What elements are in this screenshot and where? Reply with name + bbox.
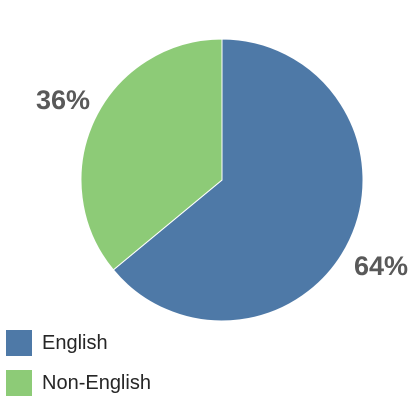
pie-svg bbox=[80, 38, 364, 322]
pie-slice-english bbox=[112, 38, 364, 322]
slice-label-english: 64% bbox=[354, 251, 409, 281]
legend-swatch-non-english bbox=[6, 370, 32, 396]
pie-slice-non-english bbox=[80, 38, 223, 271]
legend-label-non-english: Non-English bbox=[42, 371, 151, 394]
legend: English Non-English bbox=[6, 330, 151, 410]
pie-chart: 64% 36% bbox=[36, 38, 409, 322]
legend-item-non-english: Non-English bbox=[6, 370, 151, 396]
legend-item-english: English bbox=[6, 330, 151, 356]
legend-label-english: English bbox=[42, 331, 108, 354]
legend-swatch-english bbox=[6, 330, 32, 356]
slice-label-non-english: 36% bbox=[36, 85, 91, 115]
